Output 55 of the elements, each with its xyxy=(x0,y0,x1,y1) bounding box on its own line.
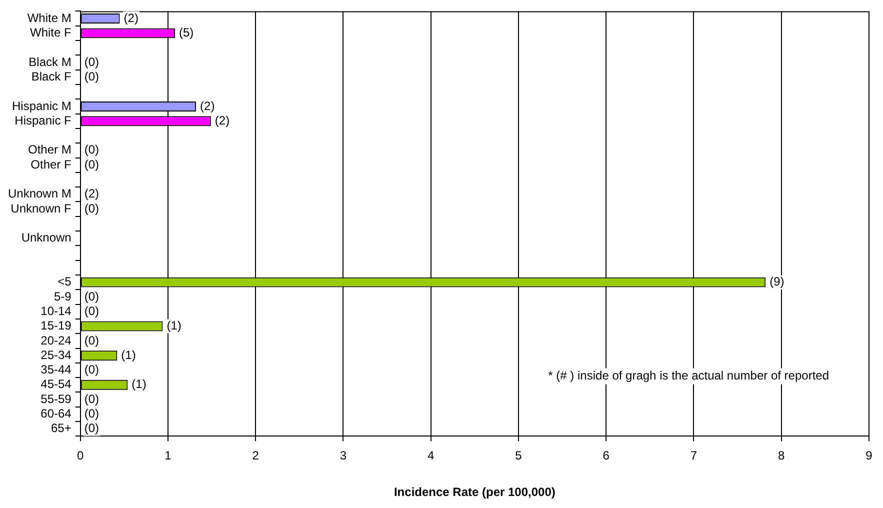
annotation: (0) xyxy=(84,157,100,172)
y-tick-label: 25-34 xyxy=(40,348,72,362)
y-tick-label: Unknown xyxy=(21,230,72,245)
y-tick-label: 60-64 xyxy=(40,406,72,421)
y-tick-label: Other F xyxy=(30,157,72,172)
annotation: * (# ) inside of gragh is the actual number of reported xyxy=(548,368,829,383)
y-tick-label: Unknown M xyxy=(8,186,72,201)
y-tick-label: 45-54 xyxy=(40,377,72,392)
annotation: (0) xyxy=(84,421,100,436)
x-tick-label: 5 xyxy=(515,448,522,463)
y-tick-label: Hispanic F xyxy=(14,113,72,128)
x-tick-label: 3 xyxy=(340,448,347,463)
annotation: (0) xyxy=(84,333,100,348)
y-tick-label: 55-59 xyxy=(40,392,72,406)
y-tick-label: White F xyxy=(30,25,72,40)
annotation: (0) xyxy=(84,289,100,304)
annotation: (0) xyxy=(84,142,100,157)
annotation: (0) xyxy=(84,201,100,216)
annotation: (5) xyxy=(178,25,194,40)
annotation: (0) xyxy=(84,304,100,318)
y-tick-label: <5 xyxy=(58,274,72,289)
annotation: (2) xyxy=(84,186,100,201)
annotation: (0) xyxy=(84,392,100,406)
annotation: (9) xyxy=(770,274,784,289)
annotation: (2) xyxy=(200,98,215,113)
y-tick-label: 65+ xyxy=(51,421,72,436)
annotation: (0) xyxy=(84,69,100,84)
x-tick-label: 9 xyxy=(866,448,873,463)
x-tick-label: 2 xyxy=(252,448,260,463)
x-tick-label: 8 xyxy=(778,448,786,463)
x-tick-label: 1 xyxy=(164,448,172,463)
y-tick-label: Unknown F xyxy=(10,201,72,216)
x-tick-label: 6 xyxy=(602,448,610,463)
y-tick-label: White M xyxy=(27,10,72,25)
annotation: (1) xyxy=(121,348,136,362)
y-tick-label: 35-44 xyxy=(40,362,72,377)
y-tick-label: Hispanic M xyxy=(12,98,72,113)
y-tick-label: Black F xyxy=(31,69,72,84)
annotation: (0) xyxy=(84,54,100,69)
y-tick-label: 15-19 xyxy=(40,318,72,333)
y-tick-label: Black M xyxy=(28,54,72,69)
y-tick-label: 20-24 xyxy=(40,333,72,348)
annotation: (0) xyxy=(84,362,100,377)
annotation: (1) xyxy=(132,377,146,392)
annotation: (0) xyxy=(84,406,100,421)
x-axis-title: Incidence Rate (per 100,000) xyxy=(394,485,556,500)
annotation: (1) xyxy=(166,318,182,333)
y-tick-label: 5-9 xyxy=(54,289,72,304)
x-tick-label: 4 xyxy=(428,448,435,463)
x-tick-label: 7 xyxy=(690,448,698,463)
annotation: (2) xyxy=(124,10,138,25)
x-tick-label: 0 xyxy=(77,448,84,463)
y-tick-label: 10-14 xyxy=(40,304,72,318)
y-tick-label: Other M xyxy=(28,142,72,157)
annotation: (2) xyxy=(214,113,230,128)
